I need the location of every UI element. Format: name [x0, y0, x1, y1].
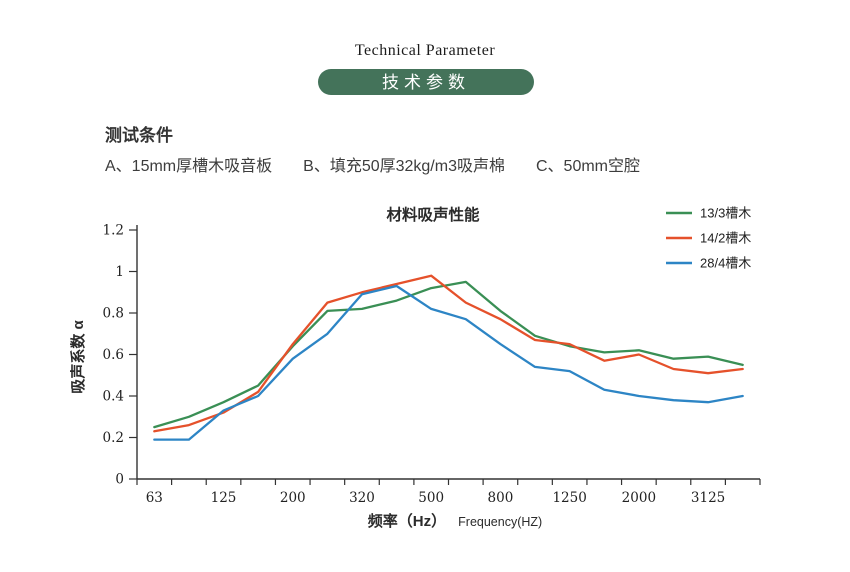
- y-tick-label: 0.2: [103, 430, 124, 446]
- y-tick-label: 0.6: [103, 347, 124, 363]
- x-tick-label: 63: [146, 490, 163, 506]
- condition-item-c: C、50mm空腔: [535, 158, 640, 175]
- banner-label: 技术参数: [382, 72, 470, 92]
- y-tick-label: 1: [115, 264, 124, 280]
- x-axis-label: 频率（Hz） Frequency(HZ): [368, 512, 542, 530]
- x-tick-label: 800: [488, 490, 514, 506]
- y-tick-label: 0.8: [103, 306, 124, 322]
- x-tick-label: 200: [280, 490, 306, 506]
- condition-item-a: A、15mm厚槽木吸音板: [105, 158, 273, 175]
- legend-label-1: 14/2槽木: [700, 231, 751, 246]
- series-line-0: [153, 280, 744, 429]
- x-tick-label: 3125: [691, 490, 725, 506]
- y-tick-label: 0: [115, 472, 124, 488]
- y-tick-label: 0.4: [103, 389, 124, 405]
- x-tick-label: 125: [211, 490, 237, 506]
- conditions-heading: 测试条件: [105, 126, 173, 145]
- y-tick-label: 1.2: [103, 223, 124, 239]
- x-tick-label: 1250: [552, 490, 586, 506]
- series-line-1: [153, 274, 744, 433]
- conditions-row: A、15mm厚槽木吸音板 B、填充50厚32kg/m3吸声棉 C、50mm空腔: [105, 152, 640, 176]
- y-axis-label: 吸声系数 α: [69, 320, 87, 394]
- section-banner: 技术参数: [318, 69, 534, 95]
- legend-label-0: 13/3槽木: [700, 206, 751, 221]
- condition-item-b: B、填充50厚32kg/m3吸声棉: [303, 158, 505, 175]
- chart-title: 材料吸声性能: [386, 205, 480, 224]
- page-title-en: Technical Parameter: [354, 42, 496, 59]
- x-tick-label: 500: [418, 490, 444, 506]
- legend-label-2: 28/4槽木: [700, 256, 751, 271]
- series-line-2: [153, 284, 744, 441]
- x-tick-label: 2000: [622, 490, 656, 506]
- x-tick-label: 320: [349, 490, 375, 506]
